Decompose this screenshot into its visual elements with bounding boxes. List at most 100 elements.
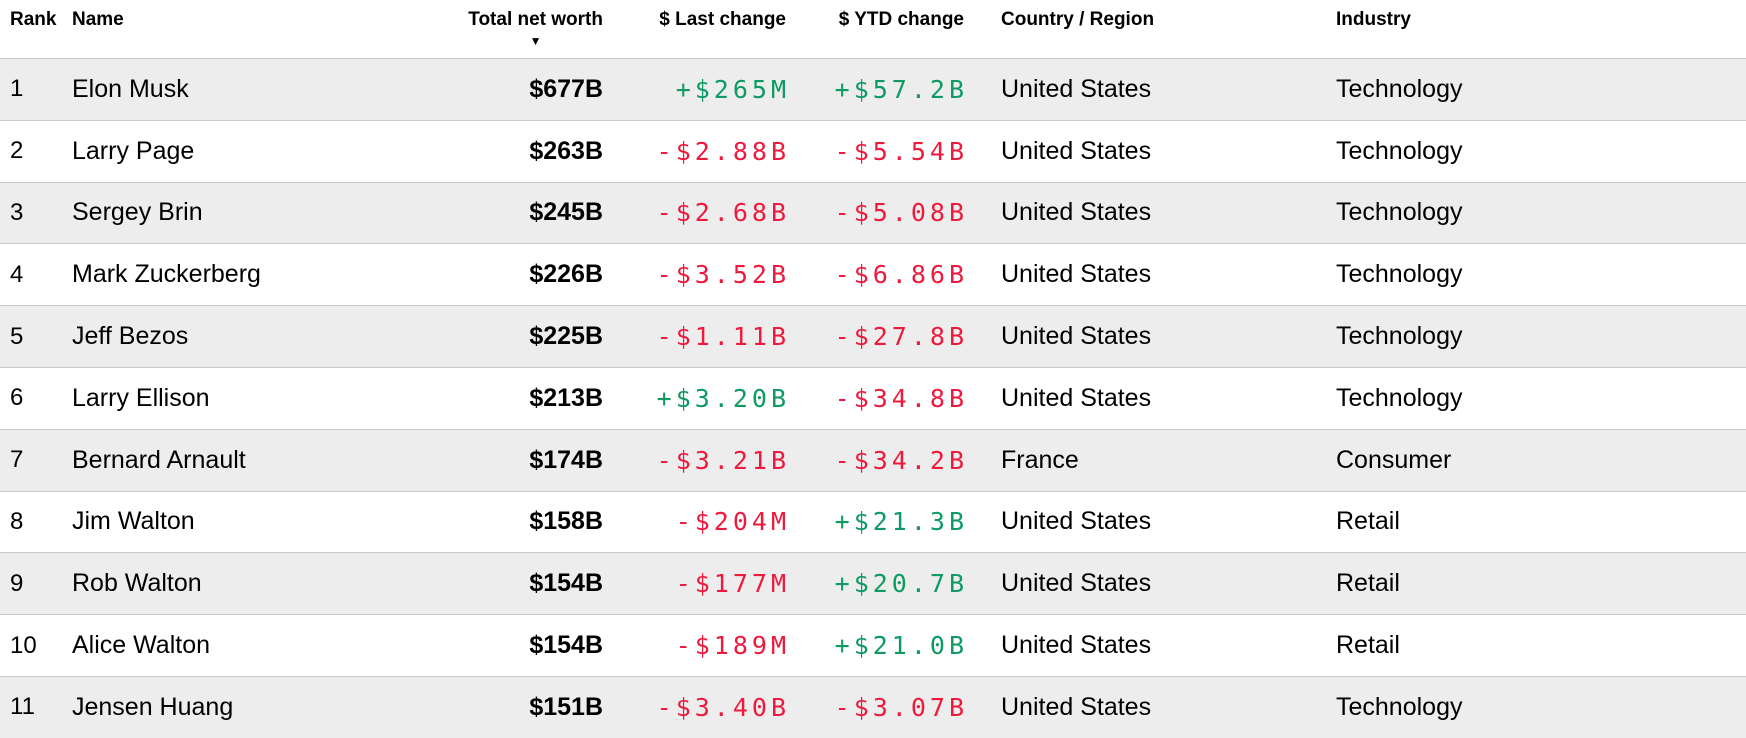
ytd-change-cell: -$34.8B	[834, 383, 964, 413]
column-header-country[interactable]: Country / Region	[1001, 9, 1155, 30]
name-cell: Mark Zuckerberg	[72, 260, 261, 289]
net-worth-cell: $174B	[529, 445, 603, 474]
industry-cell: Retail	[1336, 631, 1400, 660]
ytd-change-cell: -$27.8B	[834, 322, 964, 352]
net-worth-cell: $151B	[529, 692, 603, 721]
industry-cell: Technology	[1336, 198, 1463, 227]
column-header-last-change[interactable]: $ Last change	[659, 9, 786, 30]
rank-cell: 9	[10, 569, 24, 597]
table-row[interactable]: 11 Jensen Huang $151B -$3.40B -$3.07B Un…	[0, 675, 1746, 738]
table-row[interactable]: 2 Larry Page $263B -$2.88B -$5.54B Unite…	[0, 119, 1746, 182]
country-cell: United States	[1001, 198, 1152, 227]
last-change-cell: -$3.21B	[656, 445, 786, 475]
industry-cell: Technology	[1336, 74, 1463, 103]
last-change-cell: -$204M	[675, 507, 786, 537]
rank-cell: 5	[10, 322, 24, 350]
last-change-cell: -$3.52B	[656, 260, 786, 290]
sort-desc-arrow-icon: ▼	[529, 34, 542, 48]
net-worth-sort-control: Total net worth ▼	[468, 9, 603, 48]
industry-cell: Technology	[1336, 260, 1463, 289]
table-row[interactable]: 4 Mark Zuckerberg $226B -$3.52B -$6.86B …	[0, 243, 1746, 305]
last-change-cell: -$2.88B	[656, 136, 786, 166]
rank-cell: 6	[10, 384, 24, 412]
name-cell: Larry Ellison	[72, 383, 210, 412]
name-cell: Jeff Bezos	[72, 322, 189, 351]
last-change-cell: -$3.40B	[656, 692, 786, 722]
industry-cell: Retail	[1336, 507, 1400, 536]
name-cell: Jensen Huang	[72, 692, 234, 721]
country-cell: United States	[1001, 383, 1152, 412]
column-header-net-worth-label: Total net worth	[468, 9, 603, 30]
country-cell: United States	[1001, 692, 1152, 721]
column-header-net-worth[interactable]: Total net worth ▼	[440, 0, 603, 51]
last-change-cell: +$265M	[675, 74, 786, 104]
ytd-change-cell: +$20.7B	[834, 569, 964, 599]
column-header-rank[interactable]: Rank	[10, 9, 57, 30]
last-change-cell: -$177M	[675, 569, 786, 599]
table-row[interactable]: 7 Bernard Arnault $174B -$3.21B -$34.2B …	[0, 428, 1746, 491]
country-cell: United States	[1001, 569, 1152, 598]
net-worth-cell: $226B	[529, 260, 603, 289]
last-change-cell: -$2.68B	[656, 198, 786, 228]
net-worth-cell: $158B	[529, 507, 603, 536]
net-worth-cell: $213B	[529, 383, 603, 412]
net-worth-cell: $263B	[529, 136, 603, 165]
table-body: 1 Elon Musk $677B +$265M +$57.2B United …	[0, 58, 1746, 738]
last-change-cell: -$189M	[675, 631, 786, 661]
net-worth-cell: $154B	[529, 631, 603, 660]
column-header-industry[interactable]: Industry	[1336, 9, 1411, 30]
rank-cell: 8	[10, 507, 24, 535]
rank-cell: 4	[10, 260, 24, 288]
industry-cell: Retail	[1336, 569, 1400, 598]
rank-cell: 11	[10, 693, 35, 721]
ytd-change-cell: -$34.2B	[834, 445, 964, 475]
table-row[interactable]: 6 Larry Ellison $213B +$3.20B -$34.8B Un…	[0, 366, 1746, 429]
country-cell: United States	[1001, 136, 1152, 165]
name-cell: Larry Page	[72, 136, 195, 165]
industry-cell: Technology	[1336, 136, 1463, 165]
rank-cell: 2	[10, 137, 24, 165]
ytd-change-cell: -$5.54B	[834, 136, 964, 166]
name-cell: Rob Walton	[72, 569, 202, 598]
column-header-name[interactable]: Name	[72, 9, 124, 30]
table-row[interactable]: 8 Jim Walton $158B -$204M +$21.3B United…	[0, 490, 1746, 553]
name-cell: Elon Musk	[72, 74, 189, 103]
ytd-change-cell: -$5.08B	[834, 198, 964, 228]
last-change-cell: +$3.20B	[656, 383, 786, 413]
country-cell: United States	[1001, 631, 1152, 660]
table-row[interactable]: 1 Elon Musk $677B +$265M +$57.2B United …	[0, 58, 1746, 120]
name-cell: Alice Walton	[72, 631, 211, 660]
rank-cell: 10	[10, 631, 37, 659]
country-cell: France	[1001, 445, 1079, 474]
rank-cell: 1	[10, 75, 24, 103]
table-row[interactable]: 9 Rob Walton $154B -$177M +$20.7B United…	[0, 552, 1746, 615]
ytd-change-cell: +$21.3B	[834, 507, 964, 537]
table-row[interactable]: 3 Sergey Brin $245B -$2.68B -$5.08B Unit…	[0, 181, 1746, 244]
net-worth-cell: $677B	[529, 74, 603, 103]
net-worth-cell: $245B	[529, 198, 603, 227]
net-worth-cell: $154B	[529, 569, 603, 598]
industry-cell: Technology	[1336, 322, 1463, 351]
country-cell: United States	[1001, 260, 1152, 289]
rank-cell: 3	[10, 198, 24, 226]
ytd-change-cell: +$21.0B	[834, 631, 964, 661]
name-cell: Sergey Brin	[72, 198, 203, 227]
net-worth-cell: $225B	[529, 322, 603, 351]
ytd-change-cell: -$6.86B	[834, 260, 964, 290]
ytd-change-cell: +$57.2B	[834, 74, 964, 104]
table-header-row: Rank Name Total net worth ▼ $ Last chang…	[0, 0, 1746, 58]
country-cell: United States	[1001, 322, 1152, 351]
industry-cell: Technology	[1336, 383, 1463, 412]
ytd-change-cell: -$3.07B	[834, 692, 964, 722]
industry-cell: Technology	[1336, 692, 1463, 721]
name-cell: Bernard Arnault	[72, 445, 246, 474]
column-header-ytd-change[interactable]: $ YTD change	[838, 9, 964, 30]
rank-cell: 7	[10, 446, 24, 474]
table-row[interactable]: 10 Alice Walton $154B -$189M +$21.0B Uni…	[0, 614, 1746, 676]
industry-cell: Consumer	[1336, 445, 1452, 474]
table-row[interactable]: 5 Jeff Bezos $225B -$1.11B -$27.8B Unite…	[0, 305, 1746, 367]
country-cell: United States	[1001, 74, 1152, 103]
country-cell: United States	[1001, 507, 1152, 536]
last-change-cell: -$1.11B	[656, 322, 786, 352]
